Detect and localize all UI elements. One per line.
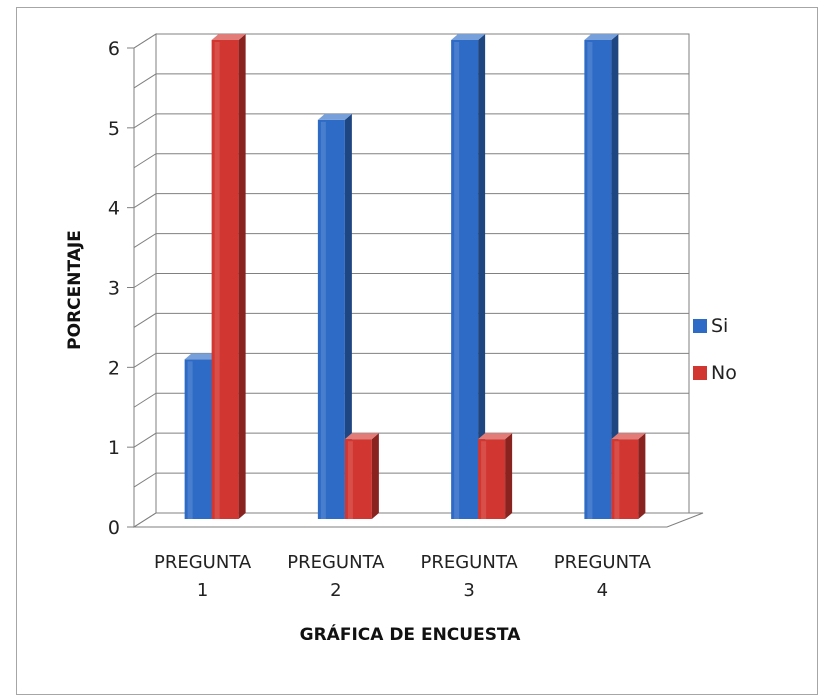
bar-top	[584, 34, 619, 40]
bar-highlight	[187, 361, 193, 519]
legend-swatch-si	[693, 319, 707, 333]
category-label: 4	[597, 580, 608, 601]
bar-highlight	[320, 121, 326, 519]
gridline	[133, 153, 689, 169]
y-tick-label: 6	[108, 38, 120, 60]
category-label: PREGUNTA	[154, 552, 252, 573]
bar-side	[344, 113, 352, 519]
bar-highlight	[214, 42, 220, 519]
y-tick-label: 2	[108, 357, 120, 379]
bar-no-3	[478, 433, 513, 519]
bars	[184, 34, 646, 519]
category-label: 2	[330, 580, 341, 601]
bar-si-4	[584, 34, 619, 519]
legend-label-no: No	[711, 362, 737, 384]
category-label: 3	[463, 580, 474, 601]
bar-si-2	[317, 113, 352, 519]
bar-top	[611, 433, 646, 440]
gridline	[133, 392, 689, 408]
category-labels: PREGUNTA 1 PREGUNTA 2 PREGUNTA 3 PREGUNTA 4	[154, 552, 652, 601]
bar-top	[317, 113, 352, 120]
gridline	[133, 233, 689, 249]
gridline	[133, 113, 689, 129]
bar-top	[344, 433, 379, 440]
y-tick-label: 0	[108, 517, 120, 539]
bar-side	[505, 433, 513, 519]
category-label: PREGUNTA	[287, 552, 385, 573]
bar-side	[638, 433, 646, 519]
bar-si-3	[451, 34, 486, 519]
y-tick-label: 1	[108, 437, 120, 459]
bar-top	[478, 433, 513, 440]
category-label: 1	[197, 580, 208, 601]
gridline	[133, 352, 689, 368]
bar-highlight	[347, 441, 353, 519]
bar-top	[211, 34, 246, 40]
chart-frame	[16, 7, 818, 695]
bar-highlight	[454, 42, 460, 519]
bar-no-1	[211, 34, 246, 519]
y-tick-label: 5	[108, 118, 120, 140]
bar-side	[238, 34, 246, 519]
gridline	[133, 193, 689, 209]
y-tick-label: 3	[108, 278, 120, 300]
gridline	[133, 312, 689, 328]
bar-side	[611, 34, 619, 519]
category-label: PREGUNTA	[421, 552, 519, 573]
category-label: PREGUNTA	[554, 552, 652, 573]
gridline	[133, 33, 689, 49]
bar-top	[184, 353, 219, 360]
gridline	[133, 73, 689, 89]
bar-highlight	[614, 441, 620, 519]
bar-side	[371, 433, 379, 519]
bar-highlight	[481, 441, 487, 519]
y-tick-labels: 0 1 2 3 4 5 6	[108, 38, 135, 539]
legend: Si No	[693, 315, 737, 384]
bar-top	[451, 34, 486, 40]
bar-no-4	[611, 433, 646, 519]
y-axis-title: PORCENTAJE	[65, 230, 85, 350]
x-axis-title: GRÁFICA DE ENCUESTA	[300, 623, 522, 645]
bar-side	[478, 34, 486, 519]
bar-no-2	[344, 433, 379, 519]
gridline	[133, 273, 689, 288]
legend-label-si: Si	[711, 315, 728, 337]
y-tick-label: 4	[108, 198, 120, 220]
legend-swatch-no	[693, 366, 707, 380]
bar-highlight	[587, 42, 593, 519]
